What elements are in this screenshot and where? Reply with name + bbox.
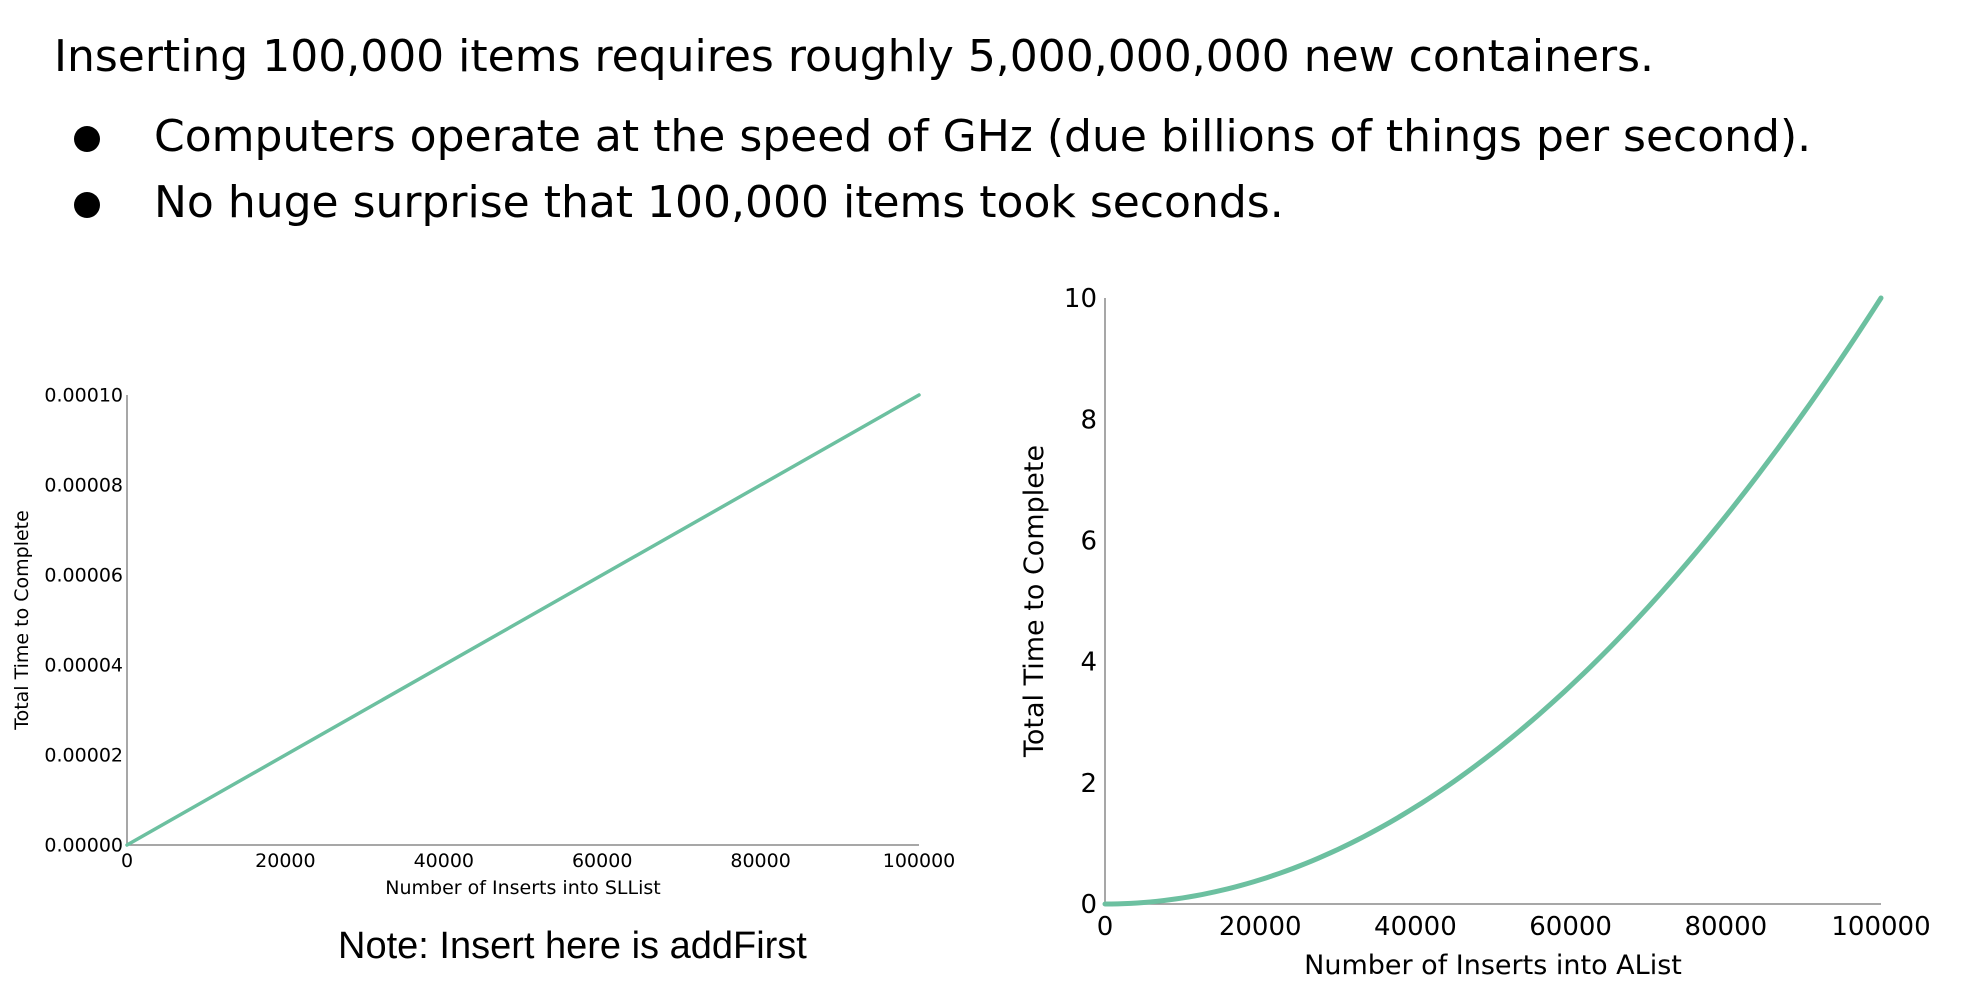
series-line [125,393,921,847]
y-tick-label: 8 [1080,405,1097,435]
bullet-text: No huge surprise that 100,000 items took… [154,177,1284,228]
sllist-time-chart: 0 20000 40000 60000 80000 100000 0.00000 0.0000… [11,385,956,899]
chart-note: Note: Insert here is addFirst [338,925,807,967]
x-tick-label: 100000 [1831,912,1930,942]
bullet-dot-icon [74,192,100,218]
y-tick-label: 6 [1080,527,1097,557]
x-axis-label: Number of Inserts into AList [1304,950,1682,981]
y-axis-label: Total Time to Complete [11,510,33,731]
bullet-text: Computers operate at the speed of GHz (d… [154,111,1812,162]
y-tick-label: 0 [1080,890,1097,920]
series-line [1102,295,1884,907]
x-tick-label: 60000 [572,850,632,872]
x-tick-label: 80000 [1684,912,1767,942]
y-tick-label: 0.00002 [44,745,123,767]
slide-headline: Inserting 100,000 items requires roughly… [54,31,1655,82]
y-tick-label: 0.00000 [44,835,123,857]
x-tick-label: 40000 [414,850,474,872]
x-tick-label: 100000 [883,850,956,872]
y-axis-label: Total Time to Complete [1019,445,1050,758]
x-tick-label: 20000 [1219,912,1302,942]
x-tick-label: 0 [121,850,133,872]
x-axis-label: Number of Inserts into SLList [385,877,660,899]
bullet-dot-icon [74,126,100,152]
alist-time-chart: 0 20000 40000 60000 80000 100000 0 2 4 6 8 10 Number… [1019,284,1931,981]
y-tick-label: 4 [1080,648,1097,678]
x-tick-label: 40000 [1374,912,1457,942]
x-tick-label: 60000 [1529,912,1612,942]
x-tick-label: 20000 [255,850,315,872]
y-tick-label: 0.00008 [44,475,123,497]
x-tick-label: 80000 [730,850,790,872]
y-tick-label: 0.00006 [44,565,123,587]
y-tick-label: 10 [1064,284,1097,314]
y-tick-label: 0.00004 [44,655,123,677]
y-tick-label: 2 [1080,769,1097,799]
y-tick-label: 0.00010 [44,385,123,407]
x-tick-label: 0 [1097,912,1114,942]
